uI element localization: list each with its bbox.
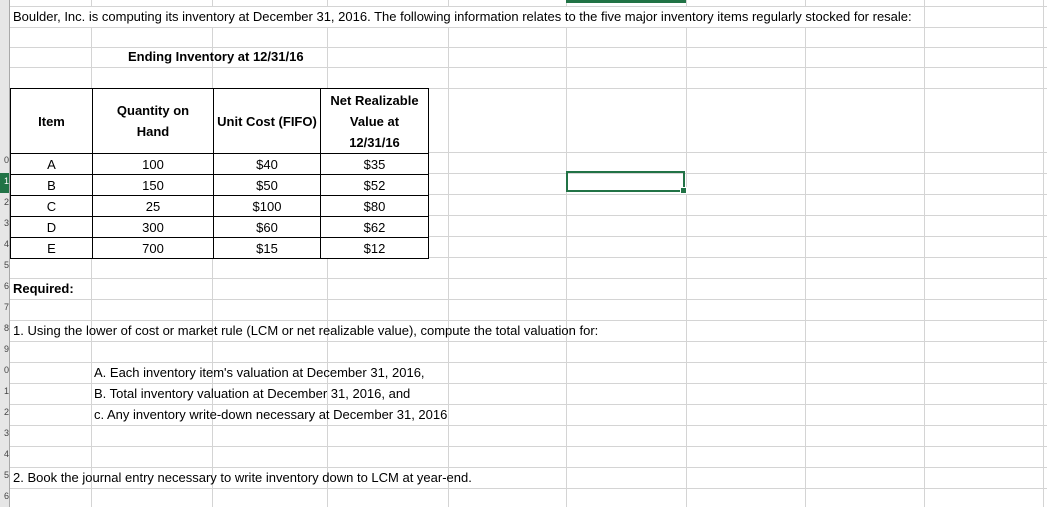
gridline	[10, 383, 1047, 384]
table-row: A 100 $40 $35	[10, 153, 429, 175]
inventory-table: Item Quantity on Hand Unit Cost (FIFO) N…	[10, 88, 429, 259]
cell-nrv[interactable]: $62	[320, 216, 429, 238]
table-row: E 700 $15 $12	[10, 237, 429, 259]
gridline	[1043, 0, 1044, 507]
gridline	[10, 446, 1047, 447]
question-1a[interactable]: A. Each inventory item's valuation at De…	[94, 365, 425, 380]
row-number[interactable]: 5	[3, 260, 9, 270]
cell-unit-cost[interactable]: $15	[213, 237, 321, 259]
gridline	[10, 194, 1047, 195]
gridline	[566, 0, 567, 507]
cell-nrv[interactable]: $35	[320, 153, 429, 175]
cell-nrv[interactable]: $80	[320, 195, 429, 217]
gridline	[10, 488, 1047, 489]
gridline	[10, 425, 1047, 426]
question-2[interactable]: 2. Book the journal entry necessary to w…	[13, 470, 472, 485]
table-row: C 25 $100 $80	[10, 195, 429, 217]
row-number[interactable]: 3	[3, 428, 9, 438]
row-number[interactable]: 9	[3, 344, 9, 354]
row-number[interactable]: 4	[3, 239, 9, 249]
table-row: D 300 $60 $62	[10, 216, 429, 238]
header-item-label: Item	[38, 113, 65, 129]
row-number[interactable]: 5	[3, 470, 9, 480]
gridline	[10, 215, 1047, 216]
cell-nrv[interactable]: $12	[320, 237, 429, 259]
gridline	[448, 0, 449, 507]
fill-handle[interactable]	[680, 187, 687, 194]
row-number[interactable]: 1	[3, 386, 9, 396]
gridline	[10, 362, 1047, 363]
row-header-selected[interactable]	[0, 173, 9, 193]
cell-quantity[interactable]: 150	[92, 174, 214, 196]
row-number[interactable]: 2	[3, 407, 9, 417]
gridline	[10, 152, 1047, 153]
row-number[interactable]: 4	[3, 449, 9, 459]
header-quantity-line2: Hand	[136, 124, 170, 139]
header-unit-cost[interactable]: Unit Cost (FIFO)	[213, 88, 321, 154]
table-title[interactable]: Ending Inventory at 12/31/16	[128, 49, 304, 64]
row-number[interactable]: 6	[3, 281, 9, 291]
row-number[interactable]: 7	[3, 302, 9, 312]
column-header-selected[interactable]	[566, 0, 686, 3]
gridline	[10, 27, 1047, 28]
gridline	[805, 0, 806, 507]
row-number[interactable]: 6	[3, 491, 9, 501]
gridline	[10, 299, 1047, 300]
cell-unit-cost[interactable]: $50	[213, 174, 321, 196]
active-cell-selection[interactable]	[566, 171, 687, 194]
intro-text[interactable]: Boulder, Inc. is computing its inventory…	[13, 7, 916, 27]
gridline	[10, 341, 1047, 342]
header-unit-cost-label: Unit Cost (FIFO)	[217, 113, 317, 129]
header-nrv-line1: Net Realizable	[330, 92, 419, 108]
row-number[interactable]: 0	[3, 155, 9, 165]
required-label[interactable]: Required:	[13, 281, 74, 296]
cell-quantity[interactable]: 300	[92, 216, 214, 238]
gridline	[686, 0, 687, 507]
row-headers[interactable]: 0 1 2 3 4 5 6 7 8 9 0 1 2 3 4 5 6	[0, 0, 10, 507]
row-number[interactable]: 2	[3, 197, 9, 207]
gridline	[10, 88, 1047, 89]
question-1b[interactable]: B. Total inventory valuation at December…	[94, 386, 411, 401]
gridline	[10, 173, 1047, 174]
header-quantity[interactable]: Quantity on Hand	[92, 88, 214, 154]
cell-unit-cost[interactable]: $60	[213, 216, 321, 238]
header-nrv-line3: 12/31/16	[349, 134, 400, 150]
cell-item[interactable]: E	[10, 237, 93, 259]
gridline	[10, 467, 1047, 468]
cell-quantity[interactable]: 100	[92, 153, 214, 175]
gridline	[10, 67, 1047, 68]
gridline	[10, 47, 1047, 48]
cell-item[interactable]: C	[10, 195, 93, 217]
cell-item[interactable]: D	[10, 216, 93, 238]
gridline	[10, 278, 1047, 279]
header-quantity-line1: Quantity on	[116, 103, 190, 118]
gridline	[924, 0, 925, 507]
gridline	[10, 257, 1047, 258]
question-1c[interactable]: c. Any inventory write-down necessary at…	[94, 407, 448, 422]
row-number[interactable]: 0	[3, 365, 9, 375]
question-1[interactable]: 1. Using the lower of cost or market rul…	[13, 323, 599, 338]
gridline	[10, 236, 1047, 237]
row-number[interactable]: 3	[3, 218, 9, 228]
header-net-realizable-value[interactable]: Net Realizable Value at 12/31/16	[320, 88, 429, 154]
cell-nrv[interactable]: $52	[320, 174, 429, 196]
cell-quantity[interactable]: 700	[92, 237, 214, 259]
cell-quantity[interactable]: 25	[92, 195, 214, 217]
table-row: B 150 $50 $52	[10, 174, 429, 196]
gridline	[10, 404, 1047, 405]
gridline	[10, 6, 1047, 7]
gridline	[10, 320, 1047, 321]
row-number[interactable]: 1	[3, 176, 9, 186]
cell-unit-cost[interactable]: $100	[213, 195, 321, 217]
header-nrv-line2: Value at	[349, 113, 400, 129]
cell-unit-cost[interactable]: $40	[213, 153, 321, 175]
cell-item[interactable]: B	[10, 174, 93, 196]
cell-item[interactable]: A	[10, 153, 93, 175]
header-item[interactable]: Item	[10, 88, 93, 154]
row-number[interactable]: 8	[3, 323, 9, 333]
